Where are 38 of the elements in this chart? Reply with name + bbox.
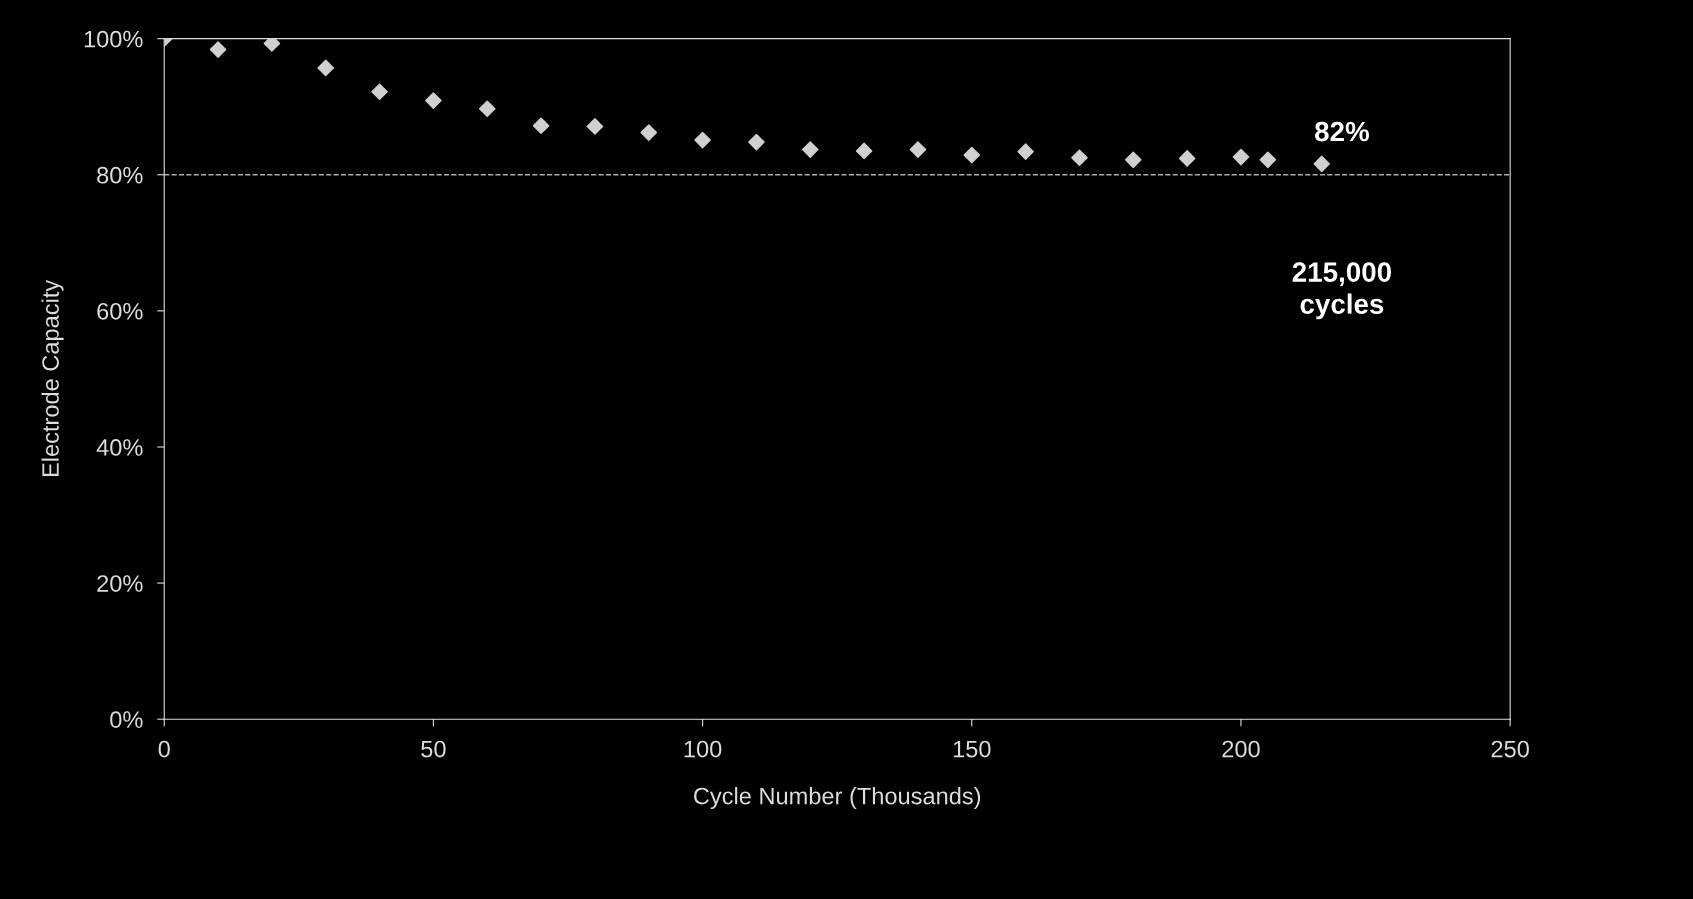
point xyxy=(532,117,550,135)
point xyxy=(425,92,442,109)
point xyxy=(371,83,388,101)
x-tick-label: 100 xyxy=(684,740,722,758)
point xyxy=(1124,151,1142,169)
point xyxy=(694,131,711,149)
point xyxy=(963,146,981,164)
y-tick-label: 40% xyxy=(96,439,143,456)
point xyxy=(478,100,496,118)
point xyxy=(640,124,658,141)
point xyxy=(748,133,765,151)
point xyxy=(1071,149,1088,167)
y-tick-label: 0% xyxy=(110,711,143,728)
x-tick-label: 250 xyxy=(1491,740,1529,758)
y-tick-label: 20% xyxy=(97,575,143,592)
point xyxy=(1313,155,1331,173)
x-axis-title: Cycle Number (Thousands) xyxy=(694,787,981,810)
point xyxy=(263,38,281,52)
x-tick-label: 0 xyxy=(158,740,170,758)
x-tick-label: 50 xyxy=(421,740,446,758)
y-tick-label: 100% xyxy=(84,30,143,48)
y-tick-label: 80% xyxy=(97,166,143,184)
annotation: 215,000 cycles xyxy=(1292,262,1391,320)
point xyxy=(209,41,227,58)
point xyxy=(1178,150,1196,167)
point xyxy=(909,141,927,158)
point xyxy=(1232,148,1250,166)
x-tick-label: 200 xyxy=(1222,740,1260,758)
point xyxy=(586,118,604,135)
x-tick-label: 150 xyxy=(953,740,991,758)
y-tick-label: 60% xyxy=(97,302,143,320)
point xyxy=(855,142,873,160)
point xyxy=(1259,151,1277,169)
point xyxy=(801,141,819,158)
annotation: 82% xyxy=(1315,121,1369,142)
point xyxy=(1017,143,1034,160)
point xyxy=(317,59,335,77)
y-axis-title: Electrode Capacity xyxy=(41,279,64,477)
